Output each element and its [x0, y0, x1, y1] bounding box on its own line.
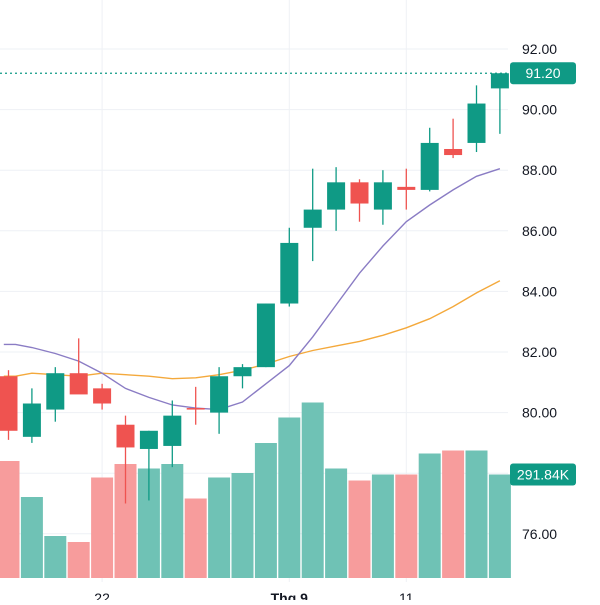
- y-tick-label: 86.00: [522, 223, 557, 239]
- volume-bar: [254, 443, 277, 578]
- x-tick-label: Thg 9: [271, 590, 309, 600]
- y-tick-label: 90.00: [522, 102, 557, 118]
- candle-body: [22, 403, 41, 437]
- volume-bar: [114, 464, 137, 578]
- last-price-badge: 91.20: [510, 62, 576, 85]
- candle-body: [280, 242, 299, 304]
- candle-body: [373, 182, 392, 210]
- y-tick-label: 82.00: [522, 344, 557, 360]
- axes: 92.0090.0088.0086.0084.0082.0080.0078.00…: [94, 41, 557, 605]
- volume-bar: [44, 536, 67, 578]
- volume-bar: [231, 473, 254, 578]
- volume-bar: [161, 464, 184, 578]
- candle-body: [256, 303, 275, 368]
- y-tick-label: 84.00: [522, 283, 557, 299]
- ma-fast-line: [3, 168, 501, 411]
- candle-body: [163, 415, 182, 446]
- candle-body: [186, 408, 205, 410]
- candle-body: [210, 376, 229, 413]
- volume-bar: [465, 450, 488, 578]
- candle-body: [490, 73, 509, 89]
- x-tick-label: 11: [399, 590, 414, 600]
- y-tick-label: 76.00: [522, 526, 557, 542]
- volume-bar: [184, 498, 207, 578]
- volume-bar: [371, 474, 394, 578]
- y-tick-label: 88.00: [522, 162, 557, 178]
- candle-body: [93, 388, 112, 404]
- volume-bar: [278, 417, 301, 578]
- last-volume-badge: 291.84K: [510, 463, 576, 486]
- candle-body: [139, 430, 158, 449]
- candle-body: [303, 209, 322, 228]
- volume-bar: [91, 477, 114, 578]
- last-volume-badge-label: 291.84K: [517, 467, 570, 483]
- volume-bar: [325, 468, 348, 578]
- volume-bar: [67, 542, 90, 578]
- y-tick-label: 80.00: [522, 405, 557, 421]
- x-tick-label: 22: [94, 590, 110, 600]
- volume-bar: [348, 480, 371, 578]
- volume-bar: [0, 461, 20, 578]
- volume-bar: [137, 468, 160, 578]
- volume-bar: [395, 474, 418, 578]
- candle-body: [444, 148, 463, 156]
- volume-bar: [488, 474, 511, 578]
- price-badges: 91.20 291.84K: [510, 62, 576, 486]
- volume-bar: [418, 453, 441, 578]
- candle-body: [116, 424, 135, 448]
- candles: [0, 73, 509, 504]
- candle-body: [233, 367, 252, 377]
- volume-bars: [0, 402, 511, 578]
- candle-body: [397, 186, 416, 190]
- candle-body: [327, 182, 346, 210]
- candle-body: [69, 373, 88, 395]
- volume-bar: [301, 402, 324, 578]
- volume-bar: [208, 477, 231, 578]
- last-price-badge-background: [510, 62, 576, 85]
- volume-bar: [20, 497, 43, 578]
- candle-body: [0, 376, 18, 431]
- volume-bar: [442, 450, 465, 578]
- y-tick-label: 92.00: [522, 41, 557, 57]
- last-volume-badge-background: [510, 463, 576, 486]
- candle-body: [420, 142, 439, 190]
- candle-body: [350, 182, 369, 204]
- last-price-badge-label: 91.20: [525, 65, 560, 81]
- candle-body: [46, 373, 65, 410]
- candle-body: [467, 103, 486, 143]
